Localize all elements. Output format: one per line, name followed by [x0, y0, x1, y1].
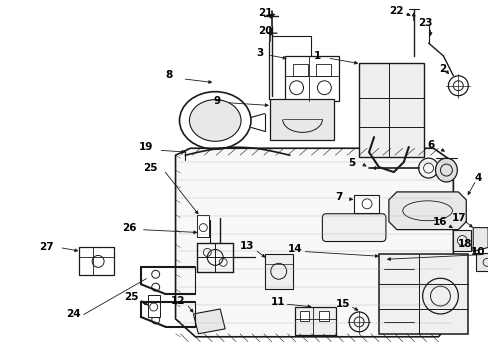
Text: 3: 3: [256, 48, 264, 58]
Text: 25: 25: [123, 292, 138, 302]
Text: 19: 19: [139, 142, 153, 152]
Bar: [148, 295, 160, 317]
Bar: [285, 56, 339, 100]
Text: 25: 25: [144, 163, 158, 173]
Text: 24: 24: [66, 309, 81, 319]
Text: 18: 18: [458, 239, 472, 249]
Bar: [317, 64, 331, 76]
Polygon shape: [194, 309, 225, 334]
Text: 16: 16: [433, 217, 448, 227]
Text: 20: 20: [259, 26, 273, 36]
Text: 14: 14: [288, 244, 303, 255]
Bar: [293, 64, 308, 76]
Text: 8: 8: [165, 70, 172, 80]
Bar: [453, 230, 471, 251]
Text: 7: 7: [336, 192, 343, 202]
Text: 26: 26: [122, 222, 136, 233]
Polygon shape: [175, 148, 453, 337]
Bar: [294, 307, 336, 335]
Text: 10: 10: [471, 247, 486, 257]
Polygon shape: [473, 228, 488, 251]
Text: 4: 4: [474, 173, 482, 183]
Bar: [79, 247, 114, 275]
Bar: [265, 255, 293, 289]
Text: 15: 15: [336, 299, 350, 309]
Bar: [299, 311, 310, 321]
Bar: [319, 311, 329, 321]
Text: 22: 22: [390, 6, 404, 16]
Text: 11: 11: [270, 297, 285, 307]
Text: 1: 1: [314, 51, 321, 61]
Text: 9: 9: [214, 96, 221, 105]
Bar: [476, 253, 490, 271]
Bar: [359, 63, 424, 157]
Bar: [354, 195, 379, 213]
Text: 23: 23: [418, 18, 433, 28]
Bar: [197, 215, 209, 237]
Text: 17: 17: [452, 213, 466, 223]
Bar: [379, 255, 468, 334]
Text: 5: 5: [348, 158, 356, 168]
Text: 27: 27: [39, 243, 54, 252]
Polygon shape: [389, 192, 466, 230]
Text: 6: 6: [427, 140, 434, 150]
Ellipse shape: [436, 158, 457, 182]
Bar: [270, 99, 334, 140]
Text: 13: 13: [240, 242, 254, 252]
Text: 21: 21: [259, 8, 273, 18]
Text: 12: 12: [172, 296, 186, 306]
Ellipse shape: [190, 100, 241, 141]
Text: 2: 2: [439, 64, 446, 74]
FancyBboxPatch shape: [322, 214, 386, 242]
